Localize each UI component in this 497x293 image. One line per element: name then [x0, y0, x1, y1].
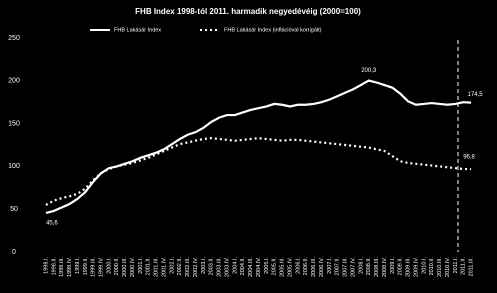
- y-tick-label: 50: [10, 206, 18, 213]
- y-tick-label: 250: [8, 35, 20, 42]
- x-tick-label: 2004.II.: [240, 257, 246, 276]
- x-tick-label: 2008.IV.: [382, 257, 388, 277]
- x-tick-label: 1999.III.: [91, 257, 97, 277]
- annotation: 45,6: [46, 221, 58, 227]
- x-tick-label: 1999.I.: [75, 257, 81, 274]
- x-tick-label: 2005.IV.: [287, 257, 293, 277]
- legend-label: FHB Lakásár Index: [114, 27, 161, 33]
- x-tick-label: 2008.III.: [374, 257, 380, 277]
- chart-title: FHB Index 1998-tól 2011. harmadik negyed…: [135, 7, 361, 16]
- x-tick-label: 2004.III.: [248, 257, 254, 277]
- x-tick-label: 2000.III.: [122, 257, 128, 277]
- y-tick-label: 150: [8, 120, 20, 127]
- x-tick-label: 2003.II.: [209, 257, 215, 276]
- x-tick-label: 2007.I.: [327, 257, 333, 274]
- x-tick-label: 2003.I.: [201, 257, 207, 274]
- x-tick-label: 2009.I.: [390, 257, 396, 274]
- x-tick-label: 2006.I.: [295, 257, 301, 274]
- y-tick-label: 200: [8, 78, 20, 85]
- annotation: 174,5: [468, 92, 484, 98]
- x-tick-label: 2009.III.: [406, 257, 412, 277]
- legend-label: FHB Lakásár Index (inflációval korrigált…: [224, 27, 322, 33]
- x-tick-label: 2007.IV.: [350, 257, 356, 277]
- x-tick-label: 2002.IV.: [193, 257, 199, 277]
- x-tick-label: 2010.IV.: [445, 257, 451, 277]
- x-tick-label: 2000.IV.: [130, 257, 136, 277]
- x-tick-label: 2010.II.: [429, 257, 435, 276]
- x-tick-label: 2000.II.: [114, 257, 120, 276]
- x-tick-label: 2010.I.: [421, 257, 427, 274]
- x-tick-label: 2007.II.: [335, 257, 341, 276]
- x-tick-label: 2011.III.: [469, 257, 475, 277]
- x-tick-label: 2005.II.: [272, 257, 278, 276]
- x-tick-label: 2001.II.: [146, 257, 152, 276]
- x-tick-label: 1998.I.: [43, 257, 49, 274]
- x-tick-label: 1999.IV.: [98, 257, 104, 277]
- x-tick-label: 1998.III.: [59, 257, 65, 277]
- annotation: 96,8: [463, 155, 475, 161]
- x-tick-label: 2008.II.: [366, 257, 372, 276]
- series-line: [45, 137, 472, 206]
- y-tick-label: 0: [12, 249, 16, 256]
- x-tick-label: 2001.III.: [154, 257, 160, 277]
- x-tick-label: 2001.IV.: [161, 257, 167, 277]
- x-tick-label: 1998.II.: [51, 257, 57, 276]
- annotation: 200,3: [361, 68, 377, 74]
- x-tick-label: 2009.IV.: [413, 257, 419, 277]
- x-tick-label: 2001.I.: [138, 257, 144, 274]
- x-tick-label: 2000.I.: [106, 257, 112, 274]
- x-tick-label: 2011.II.: [461, 257, 467, 275]
- x-tick-label: 2005.III.: [280, 257, 286, 277]
- x-tick-label: 2002.III.: [185, 257, 191, 277]
- x-tick-label: 2011.I.: [453, 257, 459, 274]
- x-tick-label: 2005.I.: [264, 257, 270, 274]
- x-tick-label: 1999.II.: [83, 257, 89, 276]
- x-tick-label: 2008.I.: [358, 257, 364, 274]
- x-tick-label: 2004.IV.: [256, 257, 262, 277]
- x-tick-label: 1998.IV.: [67, 257, 73, 277]
- x-tick-label: 2003.IV.: [224, 257, 230, 277]
- x-tick-label: 2009.II.: [398, 257, 404, 276]
- x-tick-label: 2006.II.: [303, 257, 309, 276]
- x-tick-label: 2003.III.: [217, 257, 223, 277]
- x-tick-label: 2002.II.: [177, 257, 183, 276]
- x-tick-label: 2010.III.: [437, 257, 443, 277]
- x-tick-label: 2007.III.: [343, 257, 349, 277]
- x-tick-label: 2004.I.: [232, 257, 238, 274]
- x-tick-label: 2002.I.: [169, 257, 175, 274]
- series-line: [45, 79, 472, 215]
- x-tick-label: 2006.IV.: [319, 257, 325, 277]
- x-tick-label: 2006.III.: [311, 257, 317, 277]
- y-tick-label: 100: [8, 163, 20, 170]
